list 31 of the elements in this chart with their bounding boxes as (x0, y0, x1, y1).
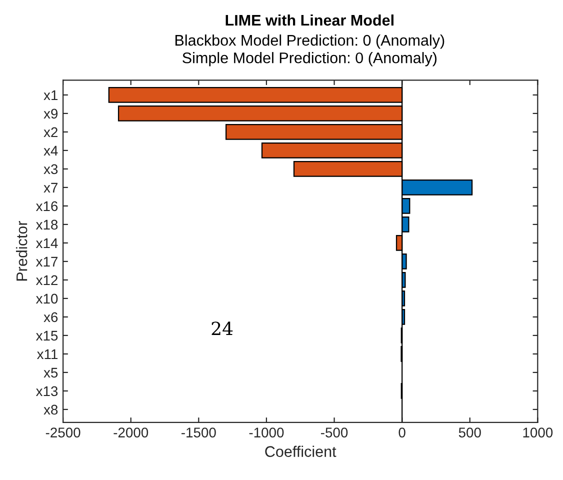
y-tick-label: x13 (36, 386, 58, 396)
x-axis-title: Coefficient (265, 446, 336, 457)
x-tick-label: 1000 (523, 428, 553, 438)
y-tick-label: x3 (44, 164, 58, 174)
y-tick-label: x6 (44, 312, 58, 322)
x-tick-label: -1000 (249, 428, 284, 438)
y-tick-label: x17 (36, 256, 58, 266)
y-tick-label: x18 (36, 220, 58, 230)
y-tick-label: x15 (36, 330, 58, 341)
y-tick-label: x4 (44, 146, 58, 156)
y-tick-label: x10 (36, 294, 58, 304)
x-tick-label: 0 (398, 428, 406, 438)
y-tick-label: x14 (36, 238, 58, 248)
y-tick-label: x1 (44, 90, 58, 100)
y-tick-label: x2 (44, 127, 58, 137)
y-tick-label: x12 (36, 275, 58, 285)
y-tick-label: x8 (44, 404, 58, 415)
chart-subtitle: Blackbox Model Prediction: 0 (Anomaly) Simple Model Prediction: 0 (Anomaly) (175, 34, 444, 66)
x-tick-label: -2500 (46, 428, 80, 438)
annotation: 24 (212, 322, 233, 335)
y-tick-label: x16 (36, 201, 58, 212)
x-tick-label: -2000 (114, 428, 148, 438)
x-tick-label: -1500 (182, 428, 216, 438)
y-tick-label: x7 (44, 182, 58, 192)
x-tick-label: -500 (320, 428, 348, 438)
y-axis-title: Predictor (16, 220, 28, 281)
x-tick-label: 500 (458, 428, 481, 438)
chart-title: LIME with Linear Model (226, 14, 394, 26)
y-tick-label: x9 (44, 108, 58, 119)
y-tick-label: x11 (36, 349, 58, 359)
y-tick-label: x5 (44, 368, 58, 378)
